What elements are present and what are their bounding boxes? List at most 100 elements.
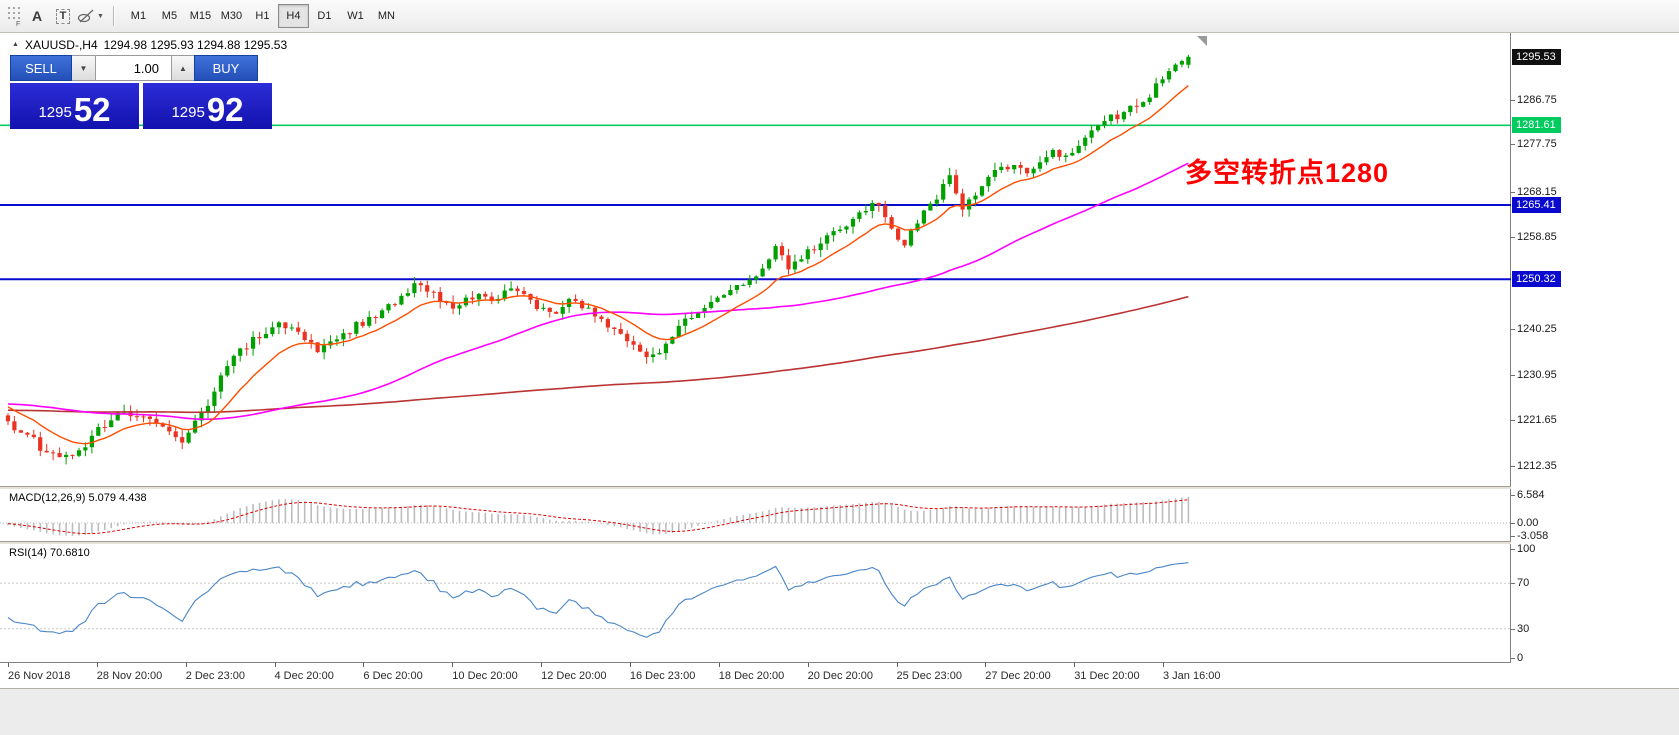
macd-signal-line: [7, 499, 1189, 535]
timeframe-mn[interactable]: MN: [377, 10, 395, 22]
time-axis: 26 Nov 2018 28 Nov 20:00 2 Dec 23:00 4 Dec …: [0, 662, 1511, 688]
sell-button[interactable]: SELL: [10, 55, 72, 81]
time-axis-label: 20 Dec 20:00: [807, 670, 874, 682]
text-tool-icon: A: [31, 8, 43, 24]
buy-price-display[interactable]: 1295 92: [143, 83, 272, 129]
chart-shift-marker: [1197, 36, 1207, 46]
price-scale-label: 1258.85: [1511, 231, 1557, 244]
timeframe-h4[interactable]: H4: [277, 4, 309, 28]
time-axis-label: 25 Dec 23:00: [896, 670, 962, 682]
time-axis-label: 27 Dec 20:00: [985, 670, 1051, 682]
candles[interactable]: [5, 54, 1191, 465]
chart-header: ▲ XAUUSD-,H4 1294.98 1295.93 1294.88 129…: [12, 38, 287, 52]
rsi-label: RSI(14) 70.6810: [9, 547, 90, 559]
price-badge-hline-blue: 1250.32: [1512, 271, 1561, 288]
label-tool-icon: T: [55, 8, 71, 24]
one-click-trading-panel: SELL ▼ ▲ BUY 1295 52 1295 92: [10, 55, 272, 129]
time-axis-tick: [629, 663, 631, 667]
price-scale-label: 1221.65: [1511, 414, 1557, 427]
chart-symbol-period: XAUUSD-,H4: [24, 38, 98, 52]
chevron-up-icon: ▲: [179, 63, 187, 73]
shapes-tool-button[interactable]: ▼: [76, 4, 105, 28]
panel-splitter[interactable]: [0, 486, 1679, 489]
time-axis-tick: [1163, 663, 1164, 667]
volume-input[interactable]: [96, 55, 172, 81]
macd-scale-label: 6.584: [1511, 489, 1545, 501]
chevron-down-icon: ▼: [79, 63, 88, 73]
rsi-scale-label: 0: [1510, 652, 1524, 664]
sell-price-display[interactable]: 1295 52: [10, 83, 139, 129]
rsi-line: [7, 562, 1189, 638]
macd-label: MACD(12,26,9) 5.079 4.438: [9, 492, 147, 504]
chart-ohlc-values: 1294.98 1295.93 1294.88 1295.53: [103, 38, 288, 52]
volume-dropdown-button[interactable]: ▼: [72, 55, 96, 81]
symbol-marker-icon: ▲: [12, 40, 19, 48]
buy-button[interactable]: BUY: [194, 55, 258, 81]
timeframe-m5[interactable]: M5: [161, 10, 178, 22]
macd-histogram: [7, 497, 1190, 536]
chevron-down-icon: ▼: [97, 12, 104, 20]
ma-slow-line[interactable]: [7, 295, 1189, 414]
timeframe-group: M1 M5 M15 M30 H1 H4 D1 W1 MN: [123, 4, 402, 28]
main-chart-panel: ▲ XAUUSD-,H4 1294.98 1295.93 1294.88 129…: [0, 33, 1511, 486]
panel-splitter[interactable]: [0, 541, 1679, 544]
time-axis-tick: [274, 663, 276, 667]
chart-annotation[interactable]: 多空转折点1280: [1185, 158, 1390, 188]
toolbar-drag-handle[interactable]: F: [4, 4, 24, 28]
time-axis-label: 18 Dec 20:00: [718, 670, 785, 682]
buy-price-prefix: 1295: [171, 104, 205, 121]
rsi-scale-label: 70: [1510, 577, 1530, 589]
time-axis-label: 2 Dec 23:00: [185, 670, 246, 682]
time-axis-tick: [718, 663, 720, 667]
rsi-scale-label: 100: [1510, 543, 1536, 555]
toolbar: F A T ▼ M1 M5 M15 M30 H1 H4 D1 W1 MN: [0, 0, 1679, 33]
price-scale-column[interactable]: 1286.75 1277.75 1268.15 1258.85 1240.25 1230.…: [1510, 33, 1679, 688]
timeframe-w1[interactable]: W1: [347, 10, 364, 22]
time-axis-label: 12 Dec 20:00: [541, 670, 607, 682]
time-axis-label: 26 Nov 2018: [8, 670, 71, 682]
window-bottom: [0, 688, 1679, 735]
sell-price-prefix: 1295: [38, 104, 72, 121]
rsi-scale-label: 30: [1510, 623, 1530, 635]
macd-scale-label: 0.00: [1510, 517, 1539, 529]
ma-fast-line[interactable]: [7, 85, 1189, 445]
time-axis-label: 10 Dec 20:00: [452, 670, 518, 682]
timeframe-m1[interactable]: M1: [130, 10, 147, 22]
drag-handle-label: F: [16, 21, 20, 27]
timeframe-m15[interactable]: M15: [189, 10, 212, 22]
time-axis-tick: [96, 663, 98, 667]
timeframe-h1[interactable]: H1: [255, 10, 270, 22]
price-scale-label: 1230.95: [1511, 368, 1557, 381]
price-scale-label: 1268.15: [1511, 185, 1557, 198]
ma-mid-line[interactable]: [7, 162, 1189, 420]
grid-dots-icon: F: [8, 7, 20, 27]
time-axis-tick: [541, 663, 543, 667]
time-axis-label: 4 Dec 20:00: [274, 670, 334, 682]
price-badge-last-price: 1295.53: [1512, 48, 1561, 65]
volume-spinner[interactable]: ▲: [172, 55, 194, 81]
timeframe-m30[interactable]: M30: [220, 10, 243, 22]
time-axis-tick: [896, 663, 898, 667]
candlestick-chart[interactable]: [0, 33, 1511, 486]
buy-price-big-digits: 92: [206, 90, 244, 128]
time-axis-label: 31 Dec 20:00: [1074, 670, 1140, 682]
price-scale-label: 1286.75: [1511, 94, 1557, 106]
time-axis-tick: [8, 663, 9, 667]
price-scale-label: 1212.35: [1511, 460, 1557, 472]
time-axis-tick: [1074, 663, 1076, 667]
label-tool-button[interactable]: T: [50, 4, 76, 28]
text-tool-button[interactable]: A: [24, 4, 50, 28]
time-axis-label: 6 Dec 20:00: [363, 670, 423, 682]
toolbar-separator: [112, 6, 115, 26]
time-axis-tick: [985, 663, 987, 667]
rsi-chart[interactable]: [0, 544, 1511, 662]
price-scale-label: 1240.25: [1511, 322, 1557, 335]
macd-scale-label: -3.058: [1510, 530, 1549, 542]
time-axis-tick: [452, 663, 454, 667]
time-axis-label: 28 Nov 20:00: [96, 670, 163, 682]
timeframe-d1[interactable]: D1: [317, 10, 332, 22]
macd-panel: MACD(12,26,9) 5.079 4.438: [0, 489, 1511, 541]
macd-chart[interactable]: [0, 489, 1511, 541]
price-badge-hline-blue: 1265.41: [1512, 197, 1561, 213]
